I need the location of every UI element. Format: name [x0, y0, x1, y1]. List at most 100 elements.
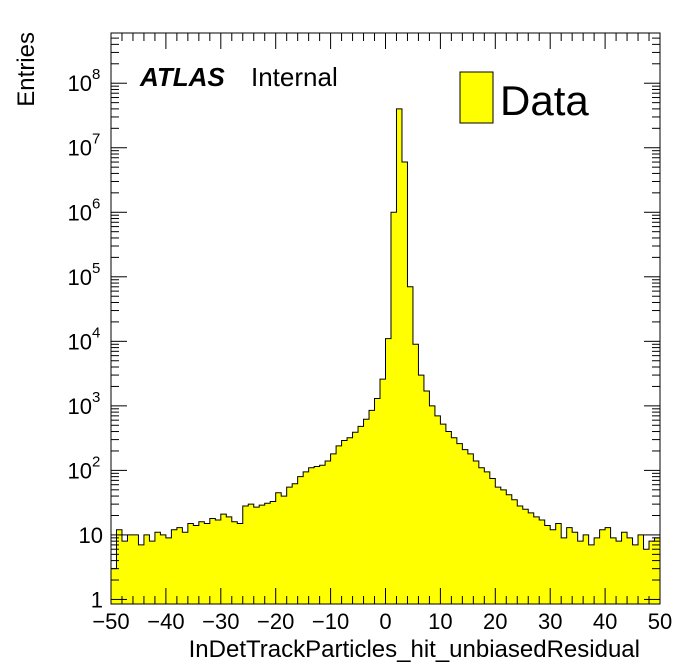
x-tick-label: 0 — [379, 609, 391, 634]
atlas-label: ATLAS — [139, 62, 225, 92]
y-tick-label: 10 — [68, 394, 92, 419]
histogram-bar — [533, 516, 540, 604]
x-tick-label: −50 — [92, 609, 129, 634]
histogram-bar — [577, 541, 584, 604]
histogram-bar — [330, 453, 337, 604]
histogram-bar — [588, 544, 595, 604]
histogram-bar — [127, 534, 134, 604]
histogram-bar — [374, 398, 381, 604]
x-axis-title: InDetTrackParticles_hit_unbiasedResidual — [189, 636, 640, 663]
y-tick-label: 10 — [68, 200, 92, 225]
x-tick-label: −40 — [147, 609, 184, 634]
histogram-bar — [121, 541, 128, 604]
histogram-bar — [616, 541, 622, 604]
histogram-bar — [489, 478, 496, 604]
histogram-bar — [451, 437, 458, 604]
y-tick-label-exponent: 8 — [92, 66, 100, 83]
y-tick-label-exponent: 5 — [92, 260, 100, 277]
histogram-bar — [390, 212, 397, 604]
histogram-bar — [303, 471, 310, 604]
histogram-bar — [270, 501, 277, 604]
histogram-bar — [467, 453, 474, 604]
histogram-outline — [111, 108, 660, 570]
histogram-bar — [253, 507, 260, 604]
histogram-bar — [275, 492, 282, 604]
histogram-bar — [506, 494, 513, 604]
histogram-bar — [292, 483, 299, 604]
histogram-bar — [132, 534, 139, 604]
histogram-bar — [412, 344, 419, 604]
histogram-bar — [555, 523, 562, 604]
histogram-bar — [215, 520, 222, 604]
histogram-bar — [484, 471, 491, 604]
histogram-bar — [369, 410, 375, 604]
histogram-bar — [363, 419, 370, 604]
histogram-bar — [401, 162, 408, 604]
histogram-bar — [572, 532, 579, 604]
y-tick-label: 10 — [68, 71, 92, 96]
histogram-bar — [605, 527, 611, 604]
histogram-bar — [627, 537, 633, 604]
histogram-bar — [407, 286, 414, 604]
histogram-bar — [445, 431, 452, 604]
histogram-bar — [418, 375, 425, 604]
legend-label: Data — [500, 77, 589, 124]
histogram-bar — [297, 476, 304, 604]
histogram-bar — [539, 520, 546, 604]
histogram-bar — [561, 537, 568, 604]
histogram-bar — [325, 460, 331, 604]
histogram-bar — [231, 521, 238, 604]
histogram-bar — [154, 532, 161, 604]
histogram-bar — [143, 534, 150, 604]
histogram-bar — [187, 523, 194, 604]
histogram-bar — [599, 529, 606, 604]
histogram-bar — [204, 523, 211, 604]
histogram-bar — [281, 496, 288, 604]
histogram-bar — [478, 467, 485, 604]
histogram-bar — [594, 537, 601, 604]
y-tick-label-exponent: 4 — [92, 324, 100, 341]
histogram-bar — [116, 529, 123, 604]
histogram-bar — [160, 534, 167, 604]
y-tick-label: 10 — [79, 523, 103, 548]
histogram-bar — [385, 338, 392, 604]
y-axis-title: Entries — [13, 32, 40, 107]
histogram-bar — [111, 568, 117, 604]
histogram-bar — [242, 506, 249, 604]
histogram-bar — [550, 529, 557, 604]
histogram-bar — [237, 523, 244, 604]
legend-swatch — [459, 71, 494, 124]
histogram-bar — [358, 426, 364, 604]
histogram-bar — [495, 487, 502, 604]
histogram-bar — [176, 527, 183, 604]
x-tick-label: −30 — [202, 609, 239, 634]
y-tick-label-exponent: 3 — [92, 389, 100, 406]
y-tick-label: 10 — [68, 136, 92, 161]
x-tick-label: 10 — [428, 609, 452, 634]
y-tick-label: 10 — [68, 458, 92, 483]
histogram-bar — [610, 537, 617, 604]
histogram-bar — [456, 443, 463, 604]
histogram-bar — [462, 449, 469, 604]
histogram-bar — [248, 504, 255, 604]
histogram-bar — [500, 489, 507, 604]
y-tick-label-exponent: 7 — [92, 131, 100, 148]
y-tick-label-exponent: 6 — [92, 195, 100, 212]
histogram-bar — [473, 460, 480, 604]
histogram-bar — [654, 537, 661, 604]
histogram-bar — [220, 514, 227, 604]
histogram-bar — [138, 544, 145, 604]
histogram-bar — [621, 532, 628, 604]
histogram-bar — [319, 465, 326, 604]
x-tick-label: 40 — [593, 609, 617, 634]
histogram-bar — [440, 424, 447, 604]
histogram-bar — [638, 534, 644, 604]
histogram-bar — [149, 541, 156, 604]
plot-frame — [110, 32, 661, 605]
histogram-bar — [511, 499, 518, 604]
histogram-bar — [643, 549, 650, 604]
histogram-bar — [226, 516, 233, 604]
y-tick-label-exponent: 2 — [92, 453, 100, 470]
